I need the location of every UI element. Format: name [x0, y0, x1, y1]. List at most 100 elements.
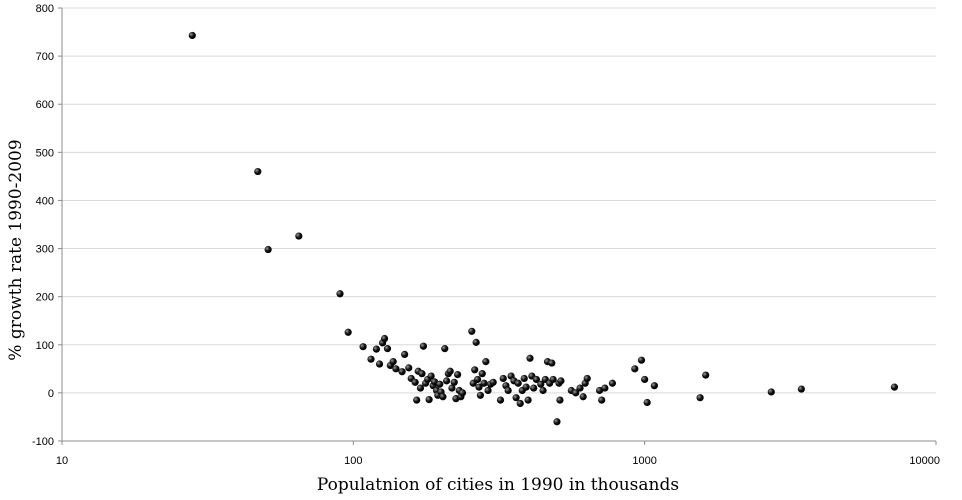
- data-point: [472, 338, 480, 346]
- data-point: [608, 379, 617, 387]
- data-point: [696, 394, 704, 402]
- data-point: [380, 334, 389, 343]
- data-point: [583, 374, 591, 383]
- data-point: [389, 358, 397, 366]
- data-point: [254, 167, 262, 176]
- data-point: [767, 388, 775, 396]
- data-point: [512, 394, 520, 402]
- y-tick-label: 200: [36, 292, 54, 304]
- data-point: [398, 368, 406, 376]
- data-point: [392, 365, 400, 373]
- y-tick-labels: -100 0 100 200 300 400 500 600 700 800: [32, 3, 54, 448]
- data-point: [419, 342, 428, 350]
- data-point: [443, 377, 451, 385]
- data-point: [446, 367, 454, 375]
- data-point: [572, 389, 580, 397]
- x-tick-label: 1000: [632, 455, 656, 467]
- x-axis-label: Populatnion of cities in 1990 in thousan…: [317, 475, 679, 495]
- data-point: [367, 355, 375, 363]
- x-tick-label: 10000: [909, 455, 940, 467]
- data-point: [520, 374, 528, 383]
- data-point: [375, 360, 384, 368]
- data-point: [484, 386, 492, 395]
- data-point: [439, 393, 447, 401]
- y-tick-label: 300: [36, 244, 54, 256]
- data-point: [458, 389, 467, 397]
- data-point: [702, 371, 710, 379]
- x-tick-labels: 10 100 1000 10000: [56, 455, 940, 467]
- data-point: [579, 393, 587, 401]
- axes: [58, 7, 937, 445]
- data-point: [359, 343, 367, 351]
- data-point: [411, 378, 419, 386]
- data-point: [522, 383, 530, 391]
- data-point: [549, 375, 557, 384]
- data-point: [601, 384, 609, 392]
- data-point: [475, 383, 483, 391]
- data-point: [383, 345, 392, 353]
- y-tick-label: 800: [36, 3, 54, 15]
- data-point: [556, 396, 564, 404]
- data-point: [468, 327, 476, 335]
- data-point: [530, 384, 538, 392]
- y-tick-label: 0: [48, 388, 54, 400]
- data-point: [416, 384, 425, 392]
- data-point: [413, 396, 421, 404]
- x-tick-label: 10: [56, 455, 68, 467]
- data-point: [537, 380, 545, 388]
- data-point: [514, 379, 522, 387]
- data-point: [641, 375, 649, 384]
- data-point: [427, 372, 435, 380]
- data-point: [548, 359, 556, 367]
- data-point: [598, 396, 606, 404]
- y-tick-label: 400: [36, 195, 54, 207]
- data-point: [405, 364, 413, 372]
- y-axis-label: % growth rate 1990-2009: [6, 139, 26, 360]
- data-point: [576, 384, 584, 392]
- data-point: [504, 386, 512, 395]
- data-point: [344, 328, 352, 336]
- data-point: [476, 391, 485, 399]
- y-tick-label: 600: [36, 99, 54, 111]
- data-point: [489, 378, 497, 386]
- data-point: [637, 356, 646, 364]
- data-point: [499, 374, 507, 383]
- data-point: [890, 383, 899, 391]
- y-tick-label: 500: [36, 147, 54, 159]
- data-points: [188, 31, 899, 426]
- data-point: [425, 396, 433, 404]
- data-point: [295, 232, 303, 240]
- data-point: [480, 379, 488, 387]
- data-point: [188, 31, 196, 40]
- data-point: [448, 384, 456, 392]
- grid-lines: [62, 7, 936, 442]
- data-point: [539, 386, 547, 395]
- data-point: [441, 345, 449, 353]
- data-point: [264, 245, 272, 254]
- data-point: [553, 418, 561, 426]
- data-point: [797, 385, 805, 393]
- data-point: [557, 377, 565, 385]
- data-point: [478, 370, 486, 378]
- y-tick-label: -100: [32, 436, 54, 448]
- data-point: [454, 371, 462, 379]
- data-point: [496, 396, 505, 404]
- y-tick-label: 100: [36, 340, 54, 352]
- data-point: [532, 375, 541, 384]
- data-point: [643, 398, 651, 407]
- y-tick-label: 700: [36, 51, 54, 63]
- data-point: [526, 354, 534, 362]
- data-point: [473, 375, 482, 384]
- data-point: [650, 382, 659, 390]
- data-point: [471, 366, 479, 374]
- data-point: [372, 345, 381, 353]
- data-point: [418, 370, 426, 378]
- data-point: [401, 350, 409, 358]
- data-point: [436, 380, 444, 388]
- data-point: [450, 378, 458, 386]
- x-tick-label: 100: [344, 455, 362, 467]
- data-point: [516, 399, 524, 408]
- data-point: [524, 396, 532, 404]
- data-point: [482, 358, 490, 366]
